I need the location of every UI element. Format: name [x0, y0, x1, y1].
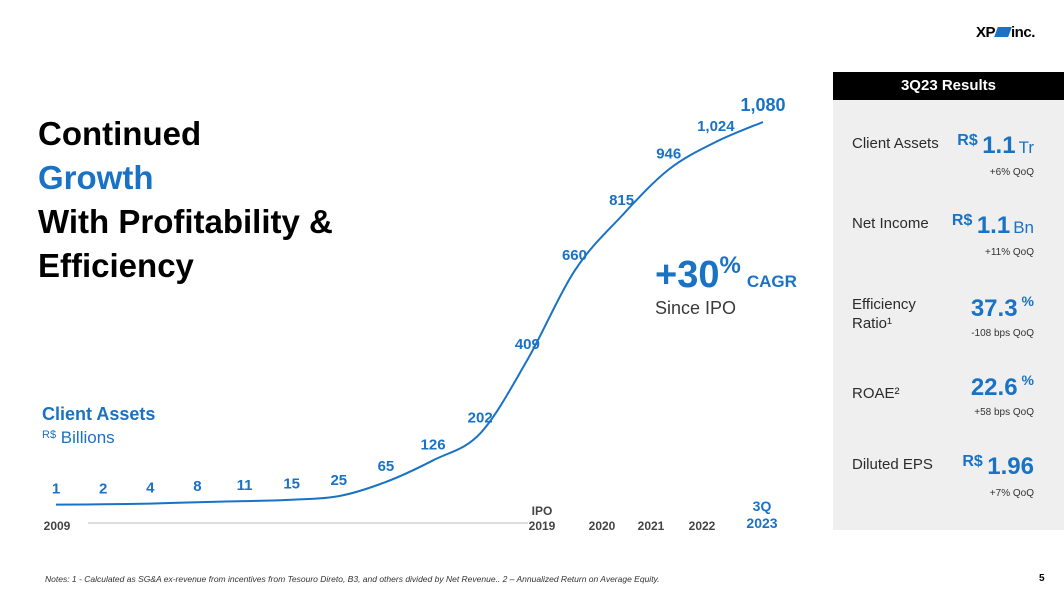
data-label-3: 8 [193, 478, 201, 495]
metric-currency: R$ [951, 212, 973, 229]
headline-line-4: Efficiency [38, 247, 194, 284]
metric-net-income: Net Income R$ 1.1 Bn +11% QoQ [833, 212, 1064, 284]
results-panel: 3Q23 Results Client Assets R$ 1.1 Tr +6% … [833, 72, 1064, 530]
headline-line-1: Continued [38, 115, 202, 152]
data-label-10: 409 [515, 336, 540, 353]
data-label-9: 202 [468, 409, 493, 426]
cagr-percent: % [719, 252, 741, 279]
metric-number: 1.1 [982, 132, 1016, 159]
metric-currency: R$ [957, 132, 978, 149]
data-label-7: 65 [378, 458, 395, 475]
metric-label: Efficiency Ratio¹ [852, 296, 916, 332]
data-label-12: 815 [609, 192, 634, 209]
metric-label: Net Income [852, 215, 929, 232]
chart-subtitle-currency: R$ [42, 429, 57, 441]
data-label-8: 126 [421, 436, 446, 453]
headline: Continued Growth With Profitability & Ef… [38, 112, 333, 288]
metric-client-assets: Client Assets R$ 1.1 Tr +6% QoQ [833, 132, 1064, 204]
metric-efficiency-ratio: Efficiency Ratio¹ 37.3% -108 bps QoQ [833, 293, 1064, 365]
x-tick-2021: 2021 [638, 519, 665, 533]
headline-line-3: With Profitability & [38, 203, 333, 240]
results-panel-title: 3Q23 Results [833, 72, 1064, 100]
x-tick-2020: 2020 [589, 519, 616, 533]
metric-currency: R$ [962, 453, 983, 470]
data-label-6: 25 [330, 472, 347, 489]
metric-value: 22.6% [971, 372, 1034, 402]
data-label-11: 660 [562, 247, 587, 264]
data-label-5: 15 [283, 476, 300, 493]
x-tick-2019: 2019 [529, 519, 556, 533]
data-label-0: 1 [52, 481, 60, 498]
x-tick-3q: 3Q [753, 498, 772, 514]
logo-text-xp: XP [976, 24, 996, 41]
xp-logo: XP inc. [976, 24, 1035, 41]
x-tick-2009: 2009 [44, 519, 71, 533]
page-number: 5 [1039, 573, 1045, 584]
logo-bar [994, 27, 1012, 37]
metric-roae: ROAE² 22.6% +58 bps QoQ [833, 372, 1064, 444]
metric-number: 1.1 [976, 212, 1011, 239]
metric-number: 37.3 [970, 295, 1018, 322]
metric-change: -108 bps QoQ [971, 328, 1034, 339]
metric-label: Client Assets [852, 135, 939, 152]
x-tick-ipo-label: IPO [532, 504, 553, 518]
metric-value: R$ 1.1 Tr [957, 132, 1034, 160]
metric-value: 37.3% [971, 293, 1034, 323]
logo-text-inc: inc. [1011, 24, 1035, 41]
chart-title: Client Assets [42, 404, 156, 424]
cagr-callout: +30% CAGR [655, 252, 797, 297]
data-label-2: 4 [146, 480, 155, 497]
metric-diluted-eps: Diluted EPS R$ 1.96 +7% QoQ [833, 453, 1064, 525]
cagr-value: +30 [655, 254, 720, 296]
data-label-14: 1,024 [697, 118, 735, 135]
metric-change: +11% QoQ [984, 247, 1034, 258]
cagr-since: Since IPO [655, 298, 737, 318]
chart-subtitle: R$ Billions [42, 428, 115, 448]
client-assets-chart: 1 2 4 8 11 15 25 65 126 202 409 660 815 946 1,024 1,080… [44, 95, 786, 533]
metric-change: +7% QoQ [989, 488, 1034, 499]
footnotes: Notes: 1 - Calculated as SG&A ex-revenue… [45, 574, 660, 584]
chart-subtitle-unit: Billions [60, 428, 115, 447]
metric-change: +6% QoQ [989, 167, 1034, 178]
metric-percent: % [1021, 293, 1034, 309]
metric-unit: Tr [1018, 138, 1034, 157]
metric-label: ROAE² [852, 385, 900, 402]
metric-percent: % [1021, 372, 1034, 388]
client-assets-line [55, 121, 764, 506]
metric-label: Diluted EPS [852, 456, 933, 473]
data-label-1: 2 [99, 480, 107, 497]
metric-value: R$ 1.1 Bn [952, 212, 1034, 240]
x-tick-2022: 2022 [689, 519, 716, 533]
x-tick-2023: 2023 [746, 515, 777, 531]
cagr-label: CAGR [746, 272, 797, 291]
metric-number: 1.96 [987, 453, 1034, 480]
data-label-4: 11 [237, 477, 253, 494]
metric-change: +58 bps QoQ [974, 407, 1034, 418]
metric-value: R$ 1.96 [962, 453, 1034, 481]
data-label-13: 946 [656, 146, 681, 163]
metric-unit: Bn [1013, 218, 1034, 237]
headline-line-2: Growth [38, 159, 154, 196]
data-label-15: 1,080 [740, 95, 785, 115]
metric-number: 22.6 [970, 374, 1018, 401]
